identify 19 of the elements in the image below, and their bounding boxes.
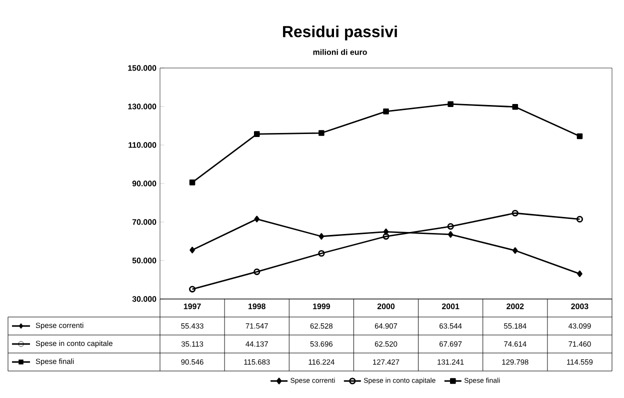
point	[448, 101, 454, 107]
point	[254, 131, 260, 137]
point	[382, 233, 390, 240]
point	[190, 246, 195, 254]
point	[318, 130, 324, 136]
point	[448, 231, 454, 238]
point	[512, 104, 518, 110]
point	[189, 180, 196, 186]
point	[577, 270, 582, 278]
point	[512, 210, 518, 216]
point	[383, 108, 389, 114]
point	[318, 250, 325, 257]
point	[254, 268, 260, 276]
point	[254, 216, 260, 222]
point	[447, 223, 454, 230]
point	[576, 133, 583, 140]
point	[318, 233, 324, 240]
point	[512, 247, 518, 254]
chart-title: Residui passivi	[283, 26, 397, 40]
